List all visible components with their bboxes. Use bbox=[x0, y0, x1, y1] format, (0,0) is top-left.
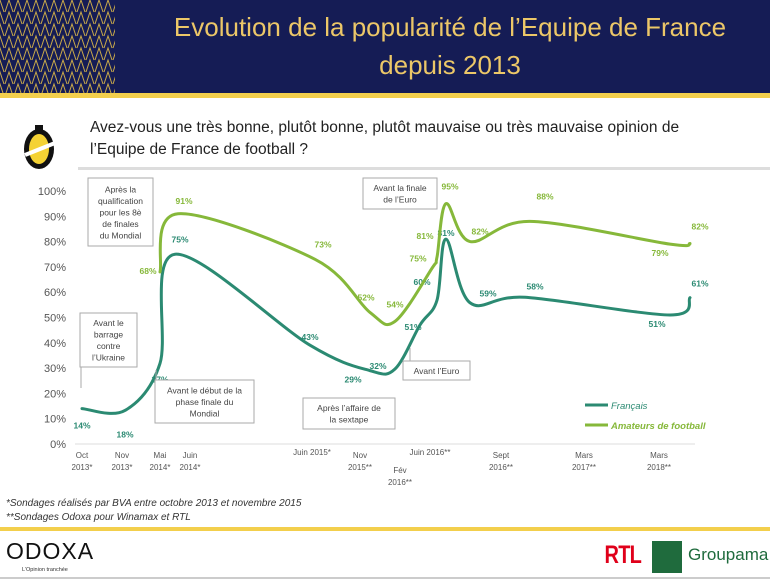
annotation-text: Avant la finale bbox=[373, 183, 427, 193]
page-title: Evolution de la popularité de l’Equipe d… bbox=[173, 12, 727, 80]
annotation-box bbox=[362, 177, 438, 210]
x-tick-label: 2016** bbox=[388, 478, 412, 487]
annotation-box bbox=[87, 177, 154, 247]
data-label: 73% bbox=[314, 239, 331, 249]
data-label: 75% bbox=[171, 234, 188, 244]
data-label: 75% bbox=[409, 253, 426, 263]
annotation-box bbox=[302, 397, 396, 430]
data-label: 51% bbox=[648, 319, 665, 329]
question-divider bbox=[78, 167, 770, 170]
y-tick-label: 100% bbox=[38, 186, 66, 198]
header-divider bbox=[0, 93, 770, 98]
x-tick-label: 2013* bbox=[72, 463, 93, 472]
annotation-text: la sextape bbox=[330, 415, 369, 425]
legend-label: Français bbox=[611, 401, 648, 412]
data-label: 82% bbox=[471, 227, 488, 237]
groupama-icon bbox=[652, 541, 682, 573]
y-tick-label: 0% bbox=[50, 439, 66, 451]
y-tick-label: 20% bbox=[44, 388, 66, 400]
annotation-text: de finales bbox=[102, 219, 138, 229]
data-label: 32% bbox=[369, 361, 386, 371]
annotation-text: Après l’affaire de bbox=[317, 403, 381, 413]
y-tick-label: 80% bbox=[44, 237, 66, 249]
annotation-text: de l’Euro bbox=[383, 195, 417, 205]
footnotes: *Sondages réalisés par BVA entre octobre… bbox=[6, 498, 302, 523]
annotation-text: Avant le début de la bbox=[167, 385, 242, 395]
popularity-chart: 0% 10% 20% 30% 40% 50% 60% 70% 80% 90% 100% Oct 2013… bbox=[38, 177, 709, 487]
data-label: 54% bbox=[386, 299, 403, 309]
chevron-pattern bbox=[0, 0, 115, 93]
annotation-box bbox=[402, 360, 471, 381]
x-tick-label: Oct bbox=[76, 451, 89, 460]
y-tick-label: 90% bbox=[44, 211, 66, 223]
y-tick-label: 40% bbox=[44, 338, 66, 350]
data-label: 51% bbox=[404, 322, 421, 332]
y-tick-label: 30% bbox=[44, 363, 66, 375]
survey-question: Avez-vous une très bonne, plutôt bonne, … bbox=[90, 119, 680, 158]
x-tick-label: 2015** bbox=[348, 463, 372, 472]
amateurs-line bbox=[158, 202, 692, 327]
data-label: 43% bbox=[301, 332, 318, 342]
annotation-box bbox=[79, 312, 138, 368]
data-label: 82% bbox=[691, 222, 708, 232]
x-tick-label: Mars bbox=[650, 451, 668, 460]
annotation-text: pour les 8è bbox=[99, 207, 141, 217]
data-label: 91% bbox=[175, 196, 192, 206]
x-tick-label: Mars bbox=[575, 451, 593, 460]
legend-label: Amateurs de football bbox=[610, 421, 706, 432]
y-tick-label: 60% bbox=[44, 287, 66, 299]
x-tick-label: 2013* bbox=[112, 463, 133, 472]
data-label: 52% bbox=[357, 292, 374, 302]
odoxa-tagline: L’Opinion tranchée bbox=[22, 567, 68, 573]
data-label: 18% bbox=[116, 429, 133, 439]
x-tick-label: 2017** bbox=[572, 463, 596, 472]
y-tick-label: 50% bbox=[44, 313, 66, 325]
data-label: 61% bbox=[691, 279, 708, 289]
annotation-box bbox=[154, 379, 255, 424]
annotation-text: phase finale du bbox=[176, 397, 234, 407]
data-label: 14% bbox=[73, 421, 90, 431]
x-tick-label: 2018** bbox=[647, 463, 671, 472]
footer-divider bbox=[0, 527, 770, 531]
data-label: 88% bbox=[536, 191, 553, 201]
data-label: 58% bbox=[526, 281, 543, 291]
data-label: 29% bbox=[344, 375, 361, 385]
x-tick-label: 2014* bbox=[150, 463, 171, 472]
annotation-text: du Mondial bbox=[100, 230, 142, 240]
annotation-text: l’Ukraine bbox=[92, 353, 125, 363]
x-tick-label: 2014* bbox=[180, 463, 201, 472]
data-label: 81% bbox=[437, 228, 454, 238]
x-tick-label: 2016** bbox=[489, 463, 513, 472]
x-tick-label: Sept bbox=[493, 451, 510, 460]
groupama-logo: Groupama bbox=[688, 545, 769, 564]
x-tick-label: Juin bbox=[183, 451, 198, 460]
francais-line bbox=[80, 237, 692, 415]
odoxa-logo: ODOXA bbox=[6, 538, 95, 564]
annotation-text: Avant le bbox=[93, 318, 124, 328]
y-tick-label: 10% bbox=[44, 414, 66, 426]
data-label: 37% bbox=[151, 374, 168, 384]
data-label: 68% bbox=[139, 266, 156, 276]
data-label: 79% bbox=[651, 248, 668, 258]
data-label: 95% bbox=[441, 182, 458, 192]
x-tick-label: Fév bbox=[393, 466, 406, 475]
annotation-text: qualification bbox=[98, 196, 143, 206]
annotation-text: barrage bbox=[94, 330, 124, 340]
x-tick-label: Nov bbox=[115, 451, 129, 460]
y-tick-label: 70% bbox=[44, 262, 66, 274]
annotation-text: Mondial bbox=[190, 408, 220, 418]
odoxa-icon bbox=[24, 125, 56, 169]
x-tick-label: Mai bbox=[154, 451, 167, 460]
annotation-text: Avant l’Euro bbox=[414, 366, 460, 376]
data-label: 59% bbox=[479, 289, 496, 299]
rtl-logo: RTL bbox=[604, 541, 642, 569]
data-label: 81% bbox=[416, 231, 433, 241]
x-tick-label: Juin 2015* bbox=[293, 448, 331, 457]
x-tick-label: Juin 2016** bbox=[410, 448, 451, 457]
x-tick-label: Nov bbox=[353, 451, 367, 460]
bottom-border bbox=[0, 577, 770, 579]
header-banner: Evolution de la popularité de l’Equipe d… bbox=[0, 0, 770, 93]
annotation-text: contre bbox=[97, 341, 121, 351]
annotation-text: Après la bbox=[105, 184, 136, 194]
